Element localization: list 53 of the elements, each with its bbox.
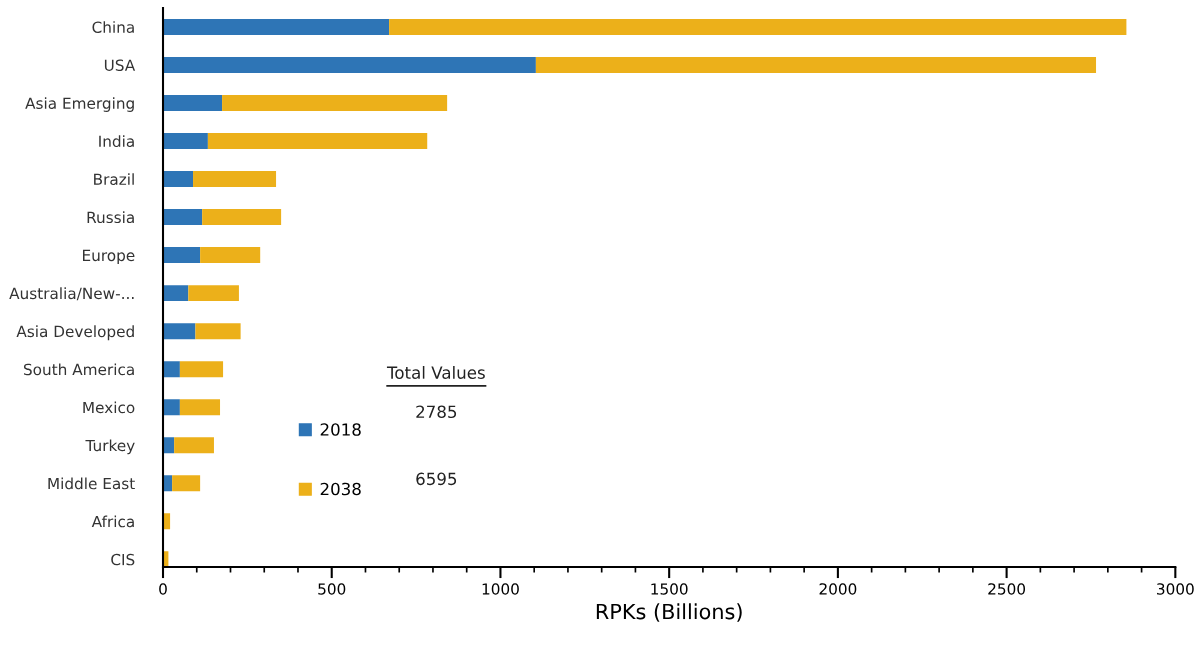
bar — [163, 323, 196, 340]
y-tick-label: Brazil — [94, 173, 134, 186]
bar — [163, 437, 175, 454]
bar — [163, 247, 201, 264]
legend-label: 2038 — [320, 482, 361, 496]
x-tick-label: 1000 — [482, 583, 519, 595]
y-tick-label: CIS — [111, 553, 135, 566]
bar — [193, 171, 277, 188]
y-tick-label: Asia Developed — [16, 325, 134, 341]
y-tick-label: Mexico — [83, 401, 135, 414]
bar — [188, 285, 239, 302]
legend-label: 2018 — [320, 423, 361, 436]
bar — [222, 95, 448, 111]
y-tick-label: USA — [104, 59, 136, 71]
bar — [179, 399, 221, 416]
bar — [163, 171, 194, 188]
bar — [535, 56, 1097, 73]
bar — [163, 361, 180, 378]
bar — [202, 209, 282, 226]
bar — [172, 475, 201, 492]
y-tick-label: Europe — [83, 249, 135, 265]
y-tick-label: Australia/New-... — [9, 287, 134, 301]
x-axis-title: RPKs (Billions) — [596, 603, 742, 622]
y-tick-label: Asia Emerging — [25, 97, 134, 112]
y-tick-label: India — [99, 135, 134, 148]
bar — [163, 209, 203, 226]
x-tick-label: 2000 — [819, 583, 857, 595]
x-tick-label: 2500 — [988, 583, 1026, 595]
y-tick-label: South America — [23, 363, 134, 376]
bar — [174, 437, 214, 454]
annotation: Total Values — [386, 366, 485, 379]
y-tick-label: Turkey — [85, 439, 135, 455]
bar — [163, 56, 536, 73]
x-tick-label: 0 — [159, 583, 167, 595]
bar — [163, 133, 208, 150]
bar — [179, 361, 224, 378]
y-tick-label: Africa — [91, 515, 134, 528]
annotation: 6595 — [416, 472, 457, 486]
y-tick-label: Middle East — [48, 477, 135, 490]
bar — [195, 323, 241, 340]
y-tick-label: Russia — [87, 211, 134, 224]
bar — [389, 18, 1127, 35]
annotation: 2785 — [416, 405, 457, 419]
x-tick-label: 500 — [318, 583, 346, 595]
bar — [163, 95, 223, 111]
bar — [207, 133, 428, 150]
bar — [163, 285, 189, 302]
y-tick-label: China — [92, 21, 134, 33]
bar — [163, 18, 390, 35]
bar — [163, 399, 180, 416]
bar — [200, 247, 261, 264]
x-tick-label: 3000 — [1157, 583, 1194, 595]
x-tick-label: 1500 — [651, 583, 688, 595]
